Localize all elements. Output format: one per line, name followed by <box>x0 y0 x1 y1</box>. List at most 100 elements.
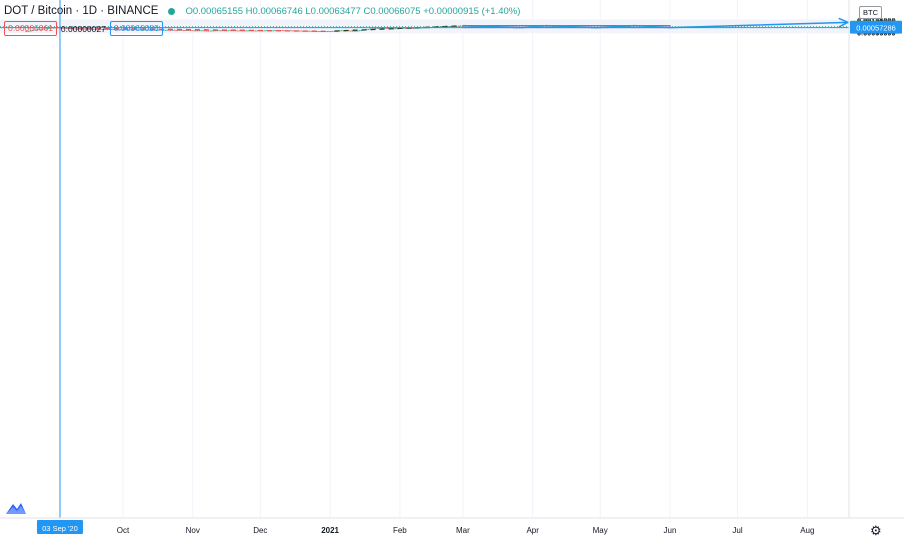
svg-text:03 Sep '20: 03 Sep '20 <box>42 524 78 533</box>
candle-body <box>176 30 179 31</box>
candle-body <box>374 27 377 29</box>
currency-label[interactable]: BTC <box>859 6 882 19</box>
candle-body <box>29 30 32 32</box>
candle-body <box>378 28 381 29</box>
candle-body <box>205 30 208 32</box>
candle-body <box>200 30 203 32</box>
candle-body <box>27 30 30 32</box>
candle-body <box>25 31 28 33</box>
candle-body <box>146 29 149 31</box>
candle-body <box>45 28 48 30</box>
candle-body <box>90 28 93 30</box>
candle-body <box>308 30 311 32</box>
candle-body <box>79 28 82 30</box>
bid-price[interactable]: 0.00066061 <box>4 21 57 36</box>
crosshair-price-label: 0.00057286 <box>850 21 902 34</box>
time-axis[interactable]: Oct Nov Dec 2021 Feb Mar Apr May Jun Jul Aug <box>117 526 815 535</box>
candle-body <box>81 28 84 30</box>
candle-body <box>126 29 129 31</box>
candle-body <box>216 30 219 32</box>
candle-body <box>439 26 442 28</box>
candle-body <box>290 30 293 32</box>
x-tick-label: Apr <box>526 526 539 535</box>
candle-body <box>119 29 122 31</box>
candle-body <box>403 27 406 29</box>
candle-body <box>164 29 167 31</box>
candle-body <box>149 29 152 31</box>
candle-body <box>122 29 124 31</box>
candle-body <box>131 29 134 31</box>
projection-path <box>462 21 848 29</box>
gear-icon[interactable]: ⚙ <box>870 523 882 538</box>
crosshair-date-label: 03 Sep '20 <box>36 520 83 534</box>
candle-body <box>416 27 419 29</box>
candle-body <box>448 26 451 27</box>
candle-body <box>356 30 359 32</box>
x-tick-label: Dec <box>253 526 267 535</box>
symbol-title[interactable]: DOT / Bitcoin · 1D · BINANCE <box>4 5 159 17</box>
spread-value: 0.00000027 <box>60 23 106 34</box>
low-value: L0.00063477 <box>305 5 361 17</box>
candle-body <box>333 30 336 32</box>
candle-body <box>207 30 210 32</box>
candle-body <box>155 29 158 31</box>
candle-body <box>324 31 327 33</box>
ask-price[interactable]: 0.00066088 <box>109 21 163 36</box>
candle-body <box>326 31 329 32</box>
candle-body <box>72 28 75 30</box>
projection-arrowhead <box>838 17 850 28</box>
candle-body <box>329 31 332 32</box>
candle-body <box>182 30 185 32</box>
candle-body <box>128 29 131 31</box>
candle-body <box>412 28 415 30</box>
x-tick-label: Jul <box>732 526 742 535</box>
candle-body <box>38 28 41 30</box>
candle-body <box>196 30 199 32</box>
bid-ask-row: 0.00066061 0.00000027 0.00066088 <box>4 21 163 36</box>
tradingview-logo-icon[interactable] <box>6 498 26 514</box>
x-tick-label: May <box>593 526 608 535</box>
candle-body <box>144 29 147 31</box>
candle-body <box>209 30 212 32</box>
candle-body <box>151 29 154 31</box>
x-tick-label: Jun <box>664 526 677 535</box>
candle-body <box>137 29 140 31</box>
candle-body <box>358 30 361 32</box>
y-tick-label: 0.00135000 <box>857 16 896 25</box>
candle-body <box>65 27 68 29</box>
candle-body <box>153 29 156 31</box>
candle-body <box>385 28 388 29</box>
candle-body <box>353 30 356 32</box>
candle-body <box>477 26 480 28</box>
candle-body <box>223 30 226 32</box>
candle-body <box>203 30 206 32</box>
candle-body <box>331 30 334 32</box>
candle-body <box>254 30 257 32</box>
candle-body <box>628 26 631 28</box>
candle-body <box>117 29 120 31</box>
candle-body <box>214 30 217 32</box>
candle-body <box>142 29 145 31</box>
change-value: +0.00000915 (+1.40%) <box>423 5 521 17</box>
candle-body <box>189 30 192 32</box>
candle-body <box>85 28 88 30</box>
candle-body <box>158 29 161 31</box>
market-status-icon <box>168 7 176 15</box>
candle-body <box>83 28 86 30</box>
x-tick-label: Aug <box>800 526 814 535</box>
candle-body <box>173 29 176 31</box>
candle-body <box>236 30 239 32</box>
candle-body <box>263 30 266 32</box>
x-tick-label: Nov <box>186 526 200 535</box>
candle-body <box>103 29 106 30</box>
candle-body <box>194 30 197 32</box>
candle-body <box>74 28 77 30</box>
candle-body <box>272 30 275 32</box>
candle-body <box>76 28 79 30</box>
x-tick-label: Mar <box>456 526 470 535</box>
candle-body <box>115 29 118 30</box>
candle-body <box>221 30 224 32</box>
candle-body <box>225 30 228 32</box>
candle-body <box>97 29 100 30</box>
